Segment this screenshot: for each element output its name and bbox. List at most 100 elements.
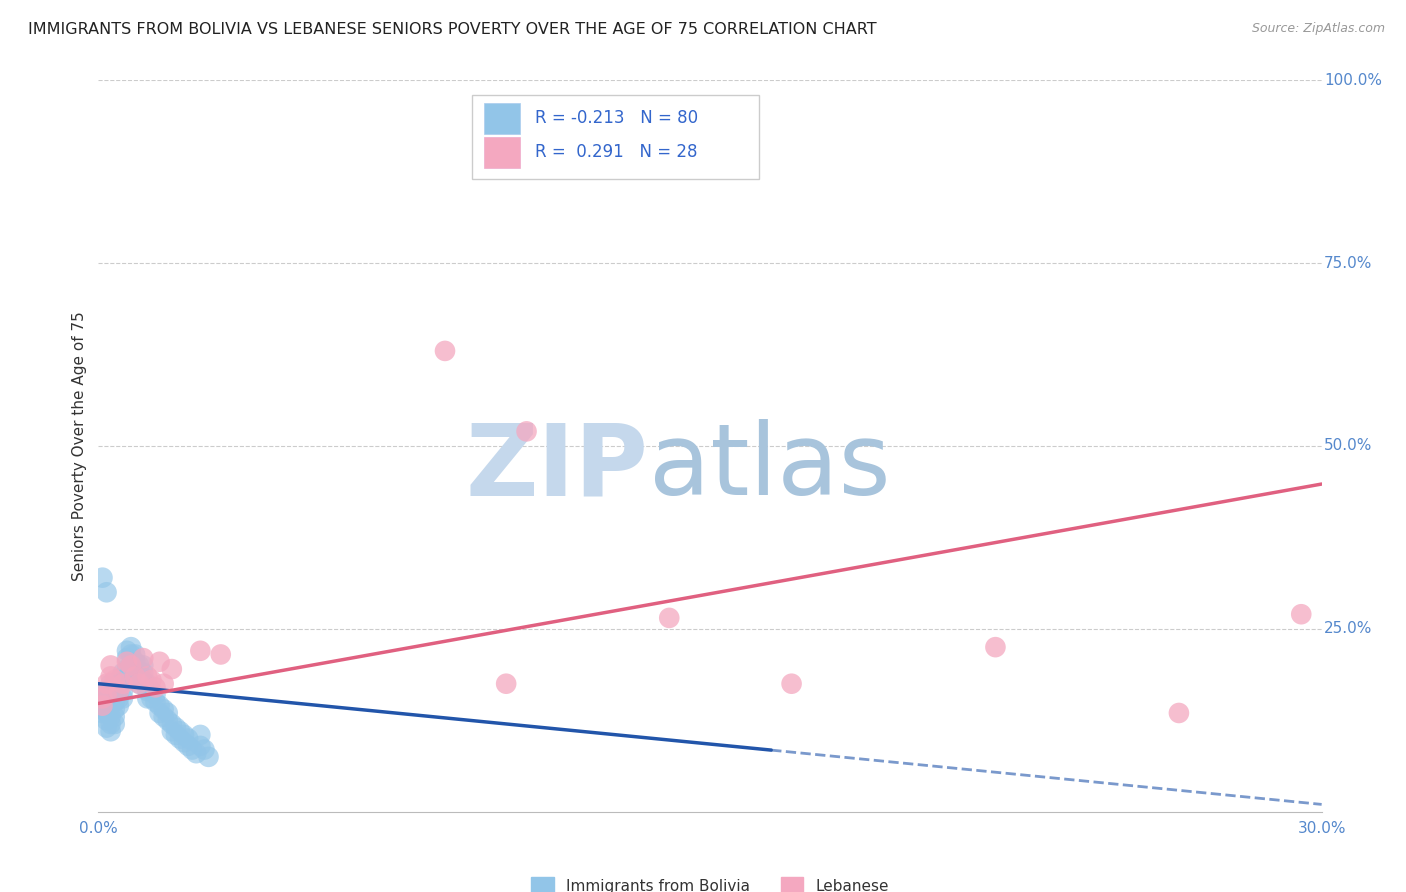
Point	[120, 658, 142, 673]
FancyBboxPatch shape	[471, 95, 759, 179]
Point	[91, 698, 114, 713]
Point	[141, 684, 163, 698]
Point	[128, 676, 150, 690]
Point	[115, 669, 138, 683]
Point	[100, 691, 122, 706]
Point	[495, 676, 517, 690]
Text: ZIP: ZIP	[465, 419, 648, 516]
Point	[149, 698, 172, 713]
Point	[89, 695, 111, 709]
Point	[128, 658, 150, 673]
Point	[100, 724, 122, 739]
Point	[145, 695, 167, 709]
Point	[124, 662, 146, 676]
Point	[108, 673, 131, 687]
Point	[104, 673, 127, 687]
Point	[193, 742, 215, 756]
Point	[115, 655, 138, 669]
Text: 100.0%: 100.0%	[1324, 73, 1382, 87]
Point	[658, 611, 681, 625]
Point	[132, 665, 155, 680]
Point	[160, 662, 183, 676]
Point	[100, 717, 122, 731]
Point	[91, 706, 114, 720]
Point	[100, 684, 122, 698]
Point	[104, 717, 127, 731]
Text: R = -0.213   N = 80: R = -0.213 N = 80	[536, 110, 699, 128]
Point	[169, 731, 191, 746]
Point	[124, 648, 146, 662]
Y-axis label: Seniors Poverty Over the Age of 75: Seniors Poverty Over the Age of 75	[72, 311, 87, 581]
Text: 50.0%: 50.0%	[1324, 439, 1372, 453]
Point	[160, 724, 183, 739]
Point	[188, 728, 212, 742]
Point	[132, 651, 155, 665]
Point	[165, 721, 187, 735]
Point	[111, 665, 134, 680]
Point	[104, 695, 127, 709]
Point	[132, 673, 155, 687]
Point	[156, 714, 179, 728]
Point	[91, 691, 114, 706]
Point	[115, 662, 138, 676]
Point	[149, 706, 172, 720]
Point	[128, 665, 150, 680]
Point	[516, 425, 538, 439]
Point	[108, 698, 131, 713]
Point	[124, 669, 146, 683]
Point	[136, 691, 159, 706]
Point	[173, 735, 195, 749]
Text: 25.0%: 25.0%	[1324, 622, 1372, 636]
Point	[141, 691, 163, 706]
Point	[188, 739, 212, 753]
Point	[120, 658, 142, 673]
Point	[100, 669, 122, 683]
Point	[111, 673, 134, 687]
Point	[173, 728, 195, 742]
Point	[111, 691, 134, 706]
Point	[96, 706, 118, 720]
Point	[209, 648, 232, 662]
Point	[104, 709, 127, 723]
Point	[120, 665, 142, 680]
Point	[152, 709, 174, 723]
Point	[434, 343, 457, 358]
Point	[1291, 607, 1313, 622]
Point	[177, 731, 200, 746]
Point	[111, 684, 134, 698]
Point	[96, 698, 118, 713]
Point	[120, 648, 142, 662]
Point	[96, 721, 118, 735]
Point	[136, 669, 159, 683]
Point	[124, 655, 146, 669]
Point	[145, 681, 167, 695]
Point	[111, 676, 134, 690]
Text: IMMIGRANTS FROM BOLIVIA VS LEBANESE SENIORS POVERTY OVER THE AGE OF 75 CORRELATI: IMMIGRANTS FROM BOLIVIA VS LEBANESE SENI…	[28, 22, 877, 37]
Point	[120, 640, 142, 655]
Point	[1167, 706, 1189, 720]
Point	[152, 702, 174, 716]
Point	[186, 746, 208, 760]
Point	[91, 571, 114, 585]
Text: atlas: atlas	[648, 419, 890, 516]
Point	[165, 728, 187, 742]
Point	[96, 688, 118, 702]
Point	[100, 709, 122, 723]
Point	[177, 739, 200, 753]
Point	[100, 676, 122, 690]
Bar	[484, 137, 520, 168]
Point	[128, 676, 150, 690]
Point	[96, 691, 118, 706]
Point	[984, 640, 1007, 655]
Point	[96, 684, 118, 698]
Point	[149, 655, 172, 669]
Point	[96, 714, 118, 728]
Point	[156, 706, 179, 720]
Point	[136, 676, 159, 690]
Point	[108, 681, 131, 695]
Point	[93, 698, 115, 713]
Point	[91, 698, 114, 713]
Point	[91, 702, 114, 716]
Point	[91, 688, 114, 702]
Legend: Immigrants from Bolivia, Lebanese: Immigrants from Bolivia, Lebanese	[524, 871, 896, 892]
